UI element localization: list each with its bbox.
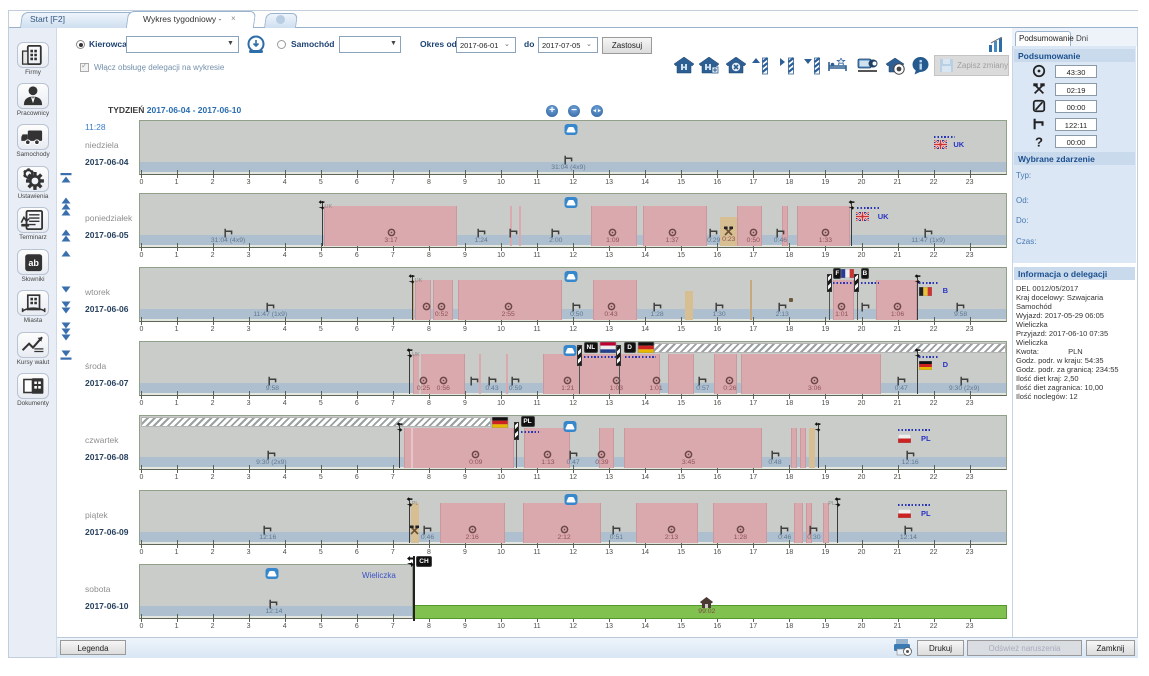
svg-text:?: ? (1035, 134, 1043, 148)
svg-text:ab: ab (28, 258, 39, 268)
